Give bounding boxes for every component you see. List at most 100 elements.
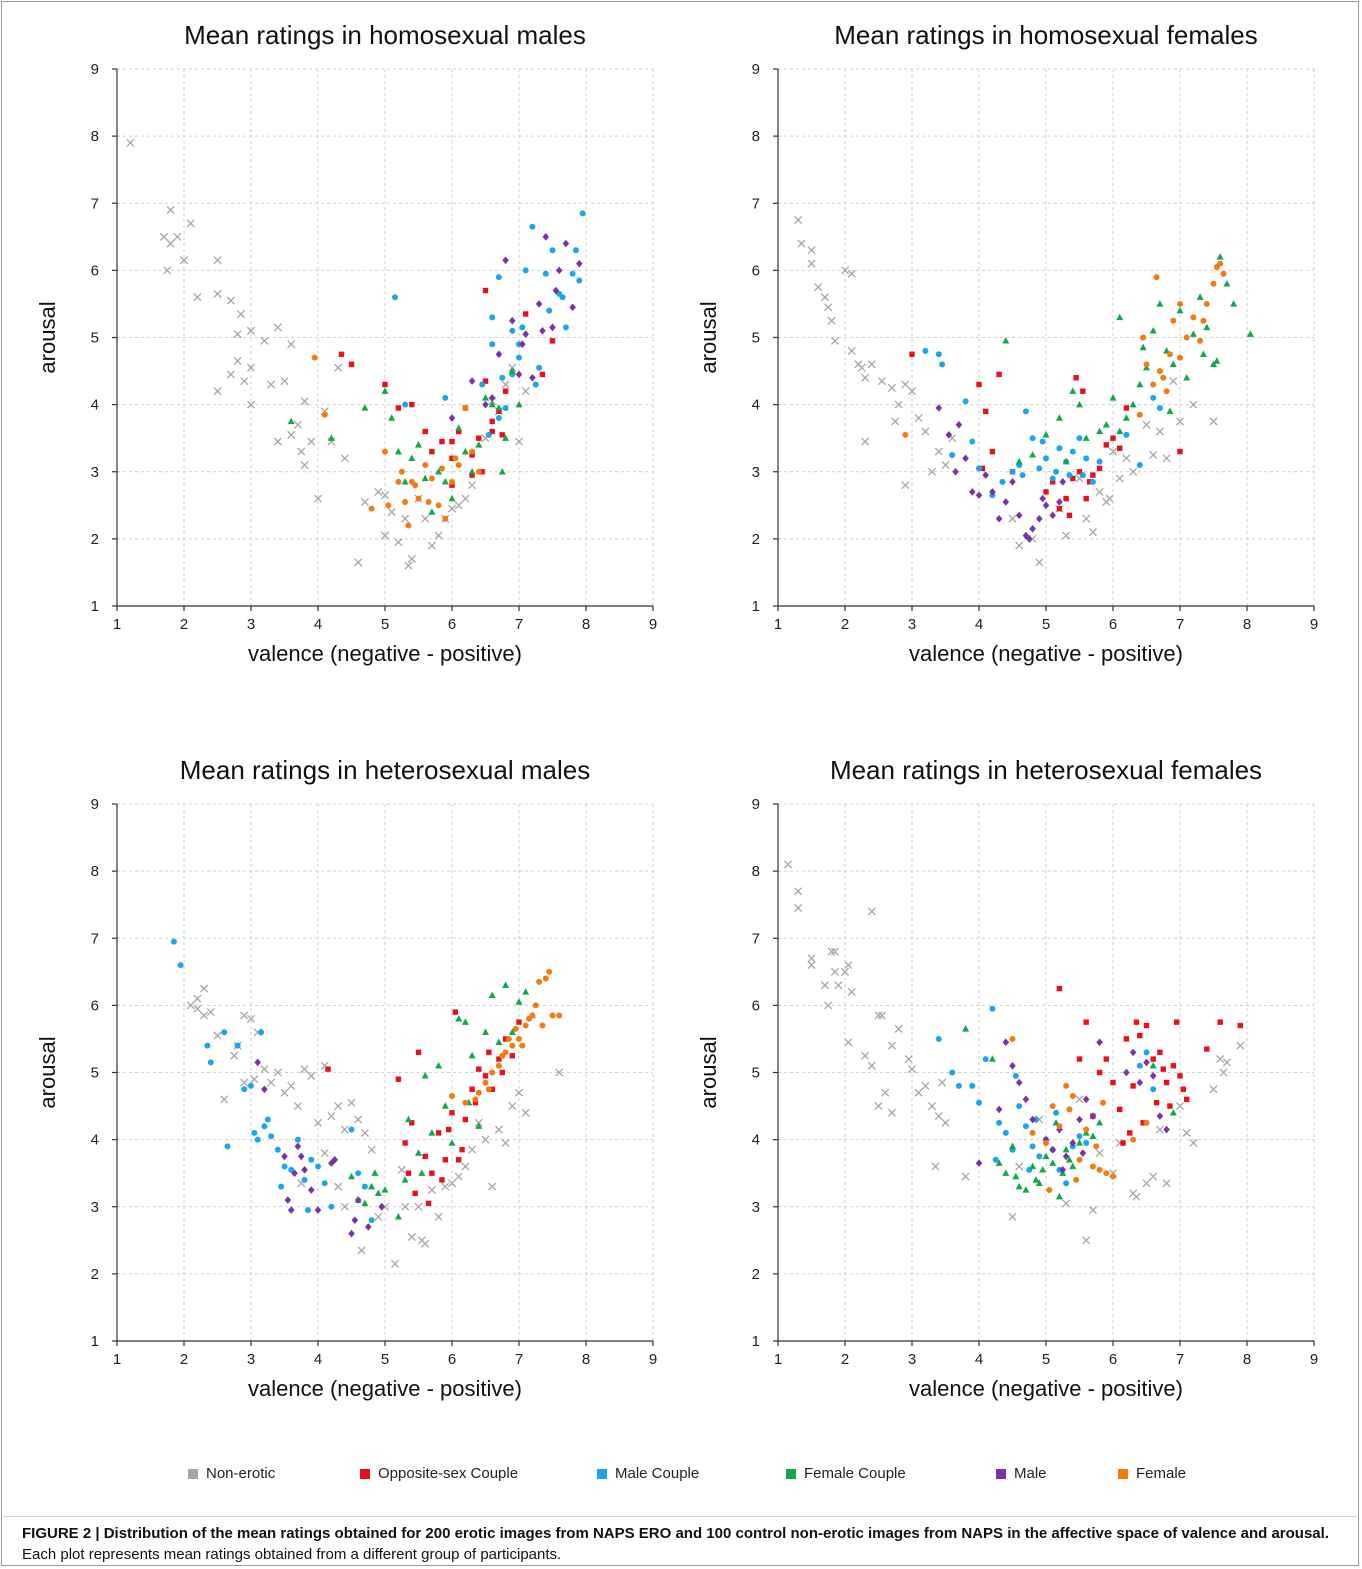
- point-non-erotic: [941, 1118, 950, 1127]
- point-opposite-sex-couple: [1103, 442, 1109, 448]
- point-non-erotic: [434, 531, 443, 540]
- scatter-plot-homosexual-females: 1 2 3 4 5 6 7 8 9 1 2 3 4 5 6 7 8 9 Mean ratings in homose…: [696, 20, 1318, 666]
- point-non-erotic: [1175, 1102, 1185, 1111]
- point-male: [995, 514, 1003, 523]
- point-opposite-sex-couple: [1180, 1086, 1187, 1092]
- point-male: [1029, 1115, 1036, 1124]
- point-non-erotic: [961, 1172, 970, 1181]
- point-male: [448, 414, 456, 422]
- point-opposite-sex-couple: [476, 1066, 482, 1072]
- y-tick-label: 5: [91, 330, 99, 347]
- point-female: [1140, 334, 1147, 341]
- point-female-couple: [441, 1102, 449, 1109]
- point-non-erotic: [847, 346, 856, 355]
- point-female: [1076, 1156, 1083, 1163]
- point-male: [1156, 1112, 1164, 1120]
- point-male-couple: [546, 307, 553, 314]
- point-female: [505, 1035, 512, 1042]
- point-non-erotic: [941, 460, 950, 470]
- point-female-couple: [1015, 1182, 1023, 1190]
- point-female-couple: [1139, 343, 1147, 351]
- point-male: [1059, 1166, 1067, 1174]
- point-non-erotic: [454, 1172, 463, 1181]
- point-non-erotic: [340, 454, 349, 463]
- point-male-couple: [996, 1119, 1003, 1126]
- point-male-couple: [308, 1156, 315, 1163]
- point-male: [261, 1085, 268, 1094]
- point-female-couple: [1065, 1155, 1073, 1163]
- legend-label: Opposite-sex Couple: [378, 1465, 519, 1482]
- point-non-erotic: [233, 356, 242, 366]
- x-tick-label: 6: [1109, 616, 1117, 633]
- point-male: [1089, 1112, 1097, 1120]
- x-tick-label: 2: [180, 616, 188, 633]
- point-non-erotic: [794, 215, 803, 225]
- point-non-erotic: [354, 558, 363, 567]
- point-female-couple: [515, 400, 523, 408]
- point-female-couple: [1109, 394, 1117, 401]
- point-male-couple: [288, 1166, 295, 1173]
- y-tick-label: 6: [752, 262, 760, 279]
- point-non-erotic: [427, 1185, 436, 1195]
- point-non-erotic: [126, 138, 135, 147]
- y-tick-label: 4: [91, 1132, 99, 1149]
- point-female: [1063, 1082, 1070, 1089]
- y-tick-label: 8: [752, 128, 760, 145]
- x-tick-label: 5: [1042, 1351, 1050, 1368]
- point-non-erotic: [1175, 417, 1185, 426]
- point-opposite-sex-couple: [496, 1056, 502, 1062]
- point-female-couple: [1012, 1172, 1020, 1180]
- point-non-erotic: [861, 373, 870, 382]
- point-female-couple: [435, 1061, 443, 1069]
- x-tick-label: 1: [774, 1351, 782, 1368]
- point-male: [519, 340, 526, 349]
- point-male-couple: [999, 478, 1006, 485]
- x-tick-label: 7: [515, 1351, 523, 1368]
- y-tick-label: 8: [752, 863, 760, 880]
- point-male: [482, 400, 489, 409]
- point-non-erotic: [233, 330, 242, 339]
- point-male: [348, 1229, 355, 1238]
- point-non-erotic: [794, 887, 803, 896]
- point-female-couple: [962, 1025, 970, 1032]
- y-tick-label: 7: [752, 195, 760, 212]
- point-non-erotic: [179, 256, 189, 265]
- point-male: [552, 286, 560, 295]
- point-male-couple: [368, 1217, 375, 1224]
- point-non-erotic: [861, 437, 870, 446]
- point-male: [952, 467, 959, 476]
- point-male-couple: [569, 270, 576, 277]
- legend-swatch-female-couple: [786, 1468, 796, 1479]
- point-male-couple: [1083, 455, 1090, 462]
- point-female-couple: [508, 367, 516, 374]
- point-non-erotic: [1149, 1172, 1158, 1181]
- point-male-couple: [976, 465, 982, 472]
- point-non-erotic: [246, 400, 256, 409]
- point-non-erotic: [1062, 1199, 1071, 1208]
- point-female: [1009, 1035, 1016, 1042]
- point-non-erotic: [514, 1088, 524, 1097]
- point-male-couple: [170, 938, 177, 945]
- point-non-erotic: [401, 514, 410, 523]
- point-male-couple: [532, 381, 539, 388]
- point-male: [982, 471, 989, 479]
- point-non-erotic: [1095, 487, 1104, 496]
- point-female: [311, 354, 318, 361]
- point-non-erotic: [287, 430, 296, 439]
- x-tick-label: 8: [1243, 616, 1251, 633]
- x-tick-label: 3: [247, 616, 255, 633]
- point-male-couple: [522, 267, 529, 274]
- point-non-erotic: [300, 1065, 309, 1074]
- point-non-erotic: [1132, 1192, 1141, 1201]
- point-female-couple: [461, 1018, 469, 1025]
- point-male-couple: [559, 294, 566, 301]
- y-tick-label: 7: [752, 930, 760, 947]
- point-non-erotic: [797, 239, 806, 248]
- point-non-erotic: [300, 460, 309, 470]
- point-male-couple: [234, 1042, 241, 1049]
- point-female-couple: [374, 1189, 382, 1197]
- x-tick-label: 1: [113, 1351, 121, 1368]
- scatter-plot-heterosexual-males: 1 2 3 4 5 6 7 8 9 1 2 3 4 5 6 7 8 9 Mean ratings in hetero…: [35, 755, 657, 1401]
- y-tick-label: 9: [91, 796, 99, 813]
- x-tick-label: 7: [1176, 616, 1184, 633]
